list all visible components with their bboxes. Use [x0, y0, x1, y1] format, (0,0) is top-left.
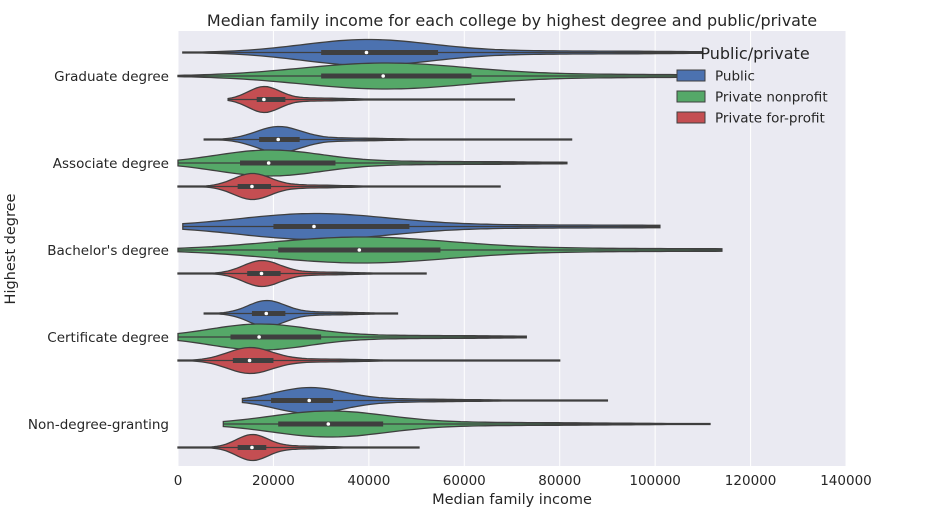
median-point — [262, 97, 266, 102]
median-point — [250, 445, 254, 450]
x-tick-label: 80000 — [538, 473, 581, 489]
median-point — [266, 161, 271, 165]
legend-title: Public/private — [700, 44, 809, 63]
violin-private-for-profit-2 — [177, 259, 427, 288]
x-tick-labels: 0 20000 40000 60000 80000 100000 120000 140000 — [174, 473, 872, 489]
x-tick-label: 100000 — [629, 473, 681, 489]
violin-public-4 — [241, 386, 609, 415]
legend-label: Public — [715, 69, 755, 85]
legend-label: Private for-profit — [715, 111, 825, 127]
chart-title: Median family income for each college by… — [207, 11, 817, 30]
y-tick-label: Non-degree-granting — [28, 417, 169, 433]
violins — [177, 38, 723, 462]
x-tick-label: 120000 — [725, 473, 777, 489]
median-point — [326, 422, 331, 426]
violin-private-nonprofit-1 — [177, 149, 568, 177]
median-point — [250, 184, 254, 189]
legend-entries: Public Private nonprofit Private for-profi… — [676, 69, 828, 127]
x-tick-label: 0 — [174, 473, 183, 489]
median-point — [264, 311, 269, 316]
violin-private-for-profit-0 — [227, 85, 516, 114]
median-point — [257, 335, 261, 339]
y-tick-label: Associate degree — [53, 156, 169, 172]
legend-swatch — [676, 90, 706, 103]
legend-swatch — [676, 111, 706, 124]
x-tick-label: 40000 — [347, 473, 390, 489]
violin-public-1 — [203, 125, 573, 154]
x-axis-label: Median family income — [432, 492, 592, 508]
legend-label: Private nonprofit — [715, 90, 828, 106]
median-point — [312, 224, 316, 229]
legend: Public/private Public Private nonprofit Pr… — [676, 44, 828, 127]
violin-private-nonprofit-2 — [177, 236, 723, 264]
violin-private-for-profit-1 — [177, 172, 501, 201]
x-tick-label: 140000 — [820, 473, 872, 489]
violin-private-nonprofit-3 — [177, 323, 527, 351]
x-tick-label: 60000 — [443, 473, 486, 489]
y-axis-label: Highest degree — [3, 193, 19, 304]
violin-public-3 — [203, 299, 399, 328]
median-point — [259, 271, 264, 276]
median-point — [276, 137, 281, 142]
median-point — [247, 358, 252, 363]
x-tick-label: 20000 — [252, 473, 295, 489]
violin-private-nonprofit-4 — [222, 410, 711, 438]
y-tick-label: Graduate degree — [54, 69, 169, 85]
median-point — [381, 74, 385, 78]
y-tick-labels: Graduate degree Associate degree Bachelor'… — [28, 69, 169, 433]
y-tick-label: Certificate degree — [47, 330, 169, 346]
median-point — [307, 398, 312, 403]
y-tick-label: Bachelor's degree — [47, 243, 169, 259]
legend-swatch — [676, 69, 706, 82]
violin-private-for-profit-3 — [177, 346, 561, 375]
violin-private-for-profit-4 — [177, 433, 420, 462]
median-point — [364, 50, 369, 55]
median-point — [357, 248, 362, 252]
